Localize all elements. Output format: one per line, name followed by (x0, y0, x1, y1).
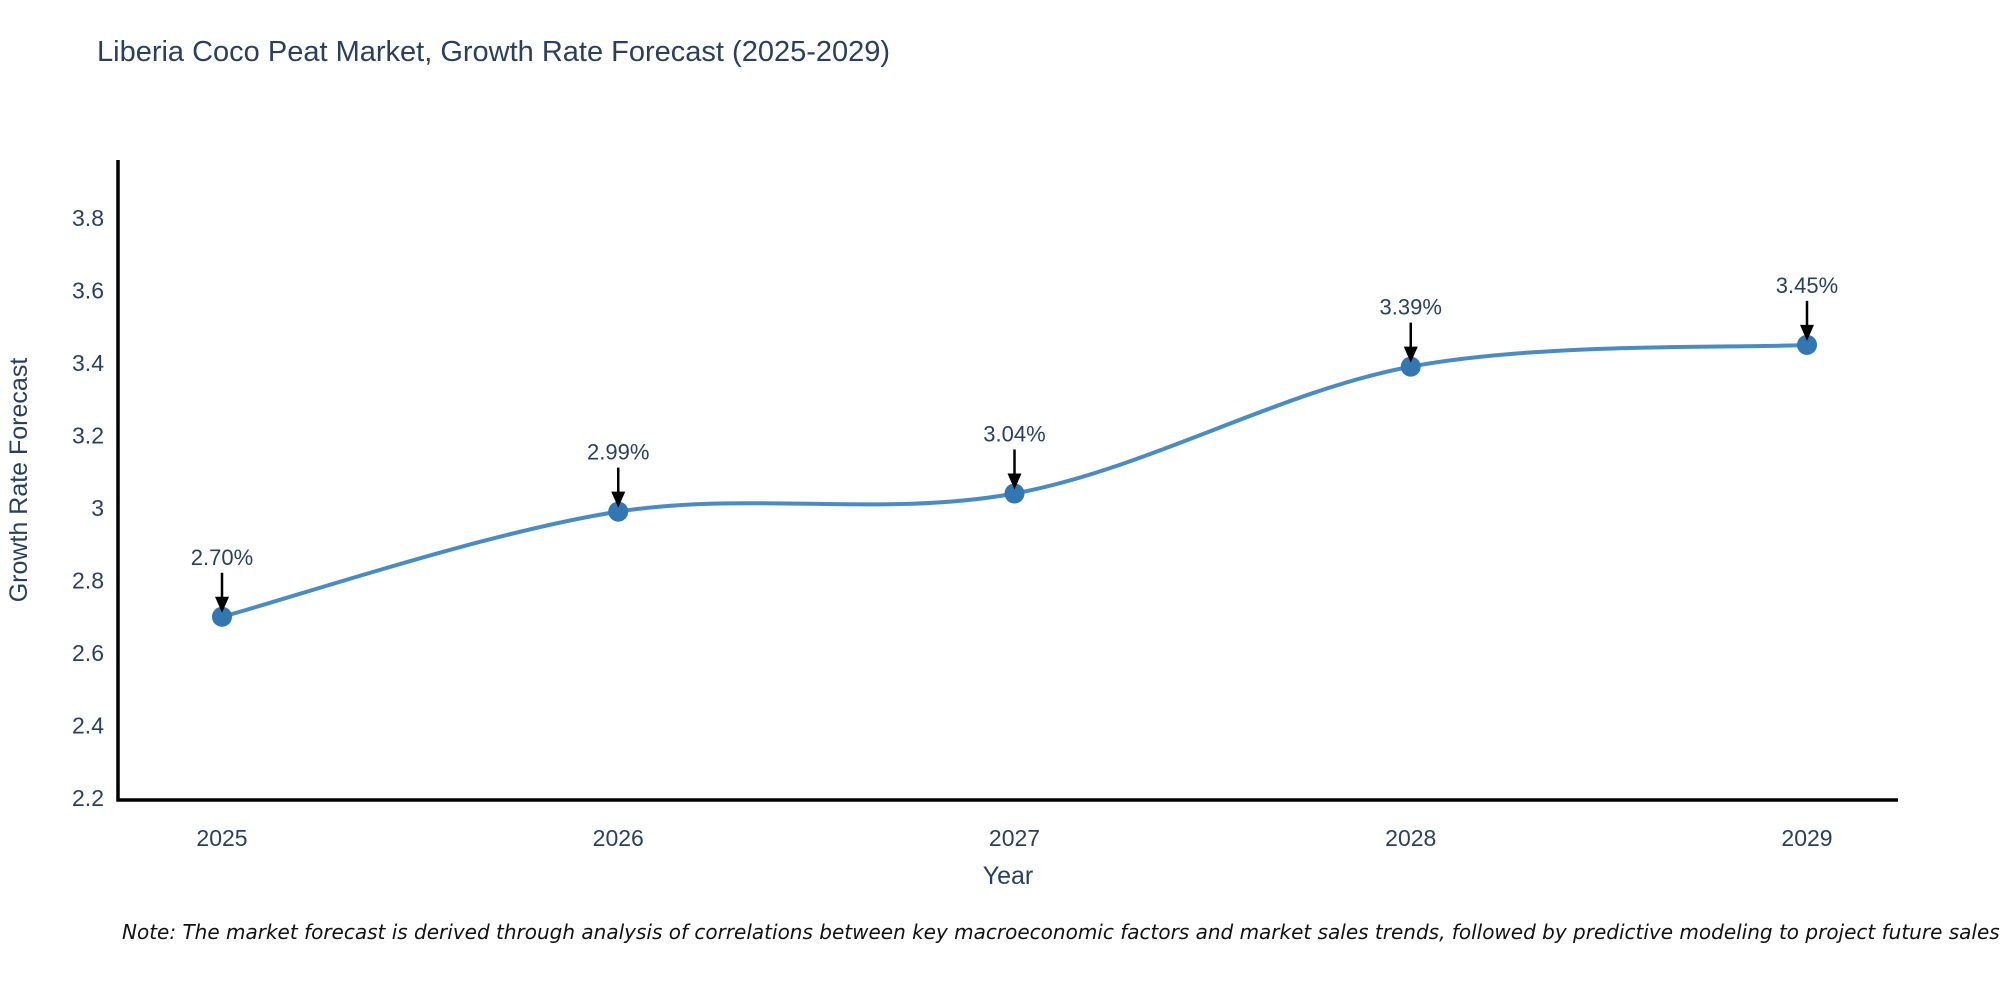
footnote: Note: The market forecast is derived thr… (122, 920, 2000, 944)
x-tick-label: 2025 (196, 825, 247, 851)
y-tick-label: 2.6 (72, 640, 104, 666)
y-tick-label: 2.8 (72, 568, 104, 594)
data-point-marker[interactable] (608, 501, 629, 522)
y-tick-label: 2.4 (72, 713, 104, 739)
annotation-arrow-head-icon (611, 491, 626, 508)
point-value-label: 3.45% (1776, 273, 1838, 298)
chart-title: Liberia Coco Peat Market, Growth Rate Fo… (97, 36, 891, 68)
point-value-label: 2.99% (587, 440, 649, 465)
annotation-arrow-head-icon (1403, 346, 1418, 363)
data-point-marker[interactable] (212, 606, 232, 627)
data-point-marker[interactable] (1797, 334, 1817, 355)
point-value-label: 2.70% (191, 545, 253, 570)
x-tick-label: 2029 (1781, 825, 1832, 851)
annotation-arrow-head-icon (1800, 324, 1814, 341)
data-point-marker[interactable] (1400, 356, 1421, 377)
point-annotations: 2.70% 2.99% 3.04% 3.39% 3.45% (191, 273, 1838, 613)
x-axis-tick-labels: 2025 2026 2027 2028 2029 (196, 825, 1832, 851)
y-axis-tick-labels: 2.2 2.4 2.6 2.8 3 3.2 3.4 3.6 3.8 (72, 205, 104, 811)
y-tick-label: 3.2 (72, 423, 104, 449)
annotation-arrow-head-icon (1007, 473, 1022, 490)
axis-lines (116, 160, 1898, 802)
forecast-line-series (212, 334, 1817, 627)
x-tick-label: 2028 (1385, 825, 1436, 851)
point-value-label: 3.04% (983, 422, 1045, 447)
y-tick-label: 3.4 (72, 350, 104, 376)
x-tick-label: 2026 (593, 825, 644, 851)
y-tick-label: 3 (91, 495, 104, 521)
x-axis-title: Year (983, 862, 1034, 890)
x-tick-label: 2027 (989, 825, 1040, 851)
point-value-label: 3.39% (1380, 295, 1442, 320)
data-point-marker[interactable] (1004, 483, 1025, 504)
y-tick-label: 3.8 (72, 205, 104, 231)
annotation-arrow-head-icon (215, 596, 229, 613)
y-tick-label: 2.2 (72, 785, 104, 811)
y-axis-title: Growth Rate Forecast (5, 358, 33, 603)
y-tick-label: 3.6 (72, 278, 104, 304)
